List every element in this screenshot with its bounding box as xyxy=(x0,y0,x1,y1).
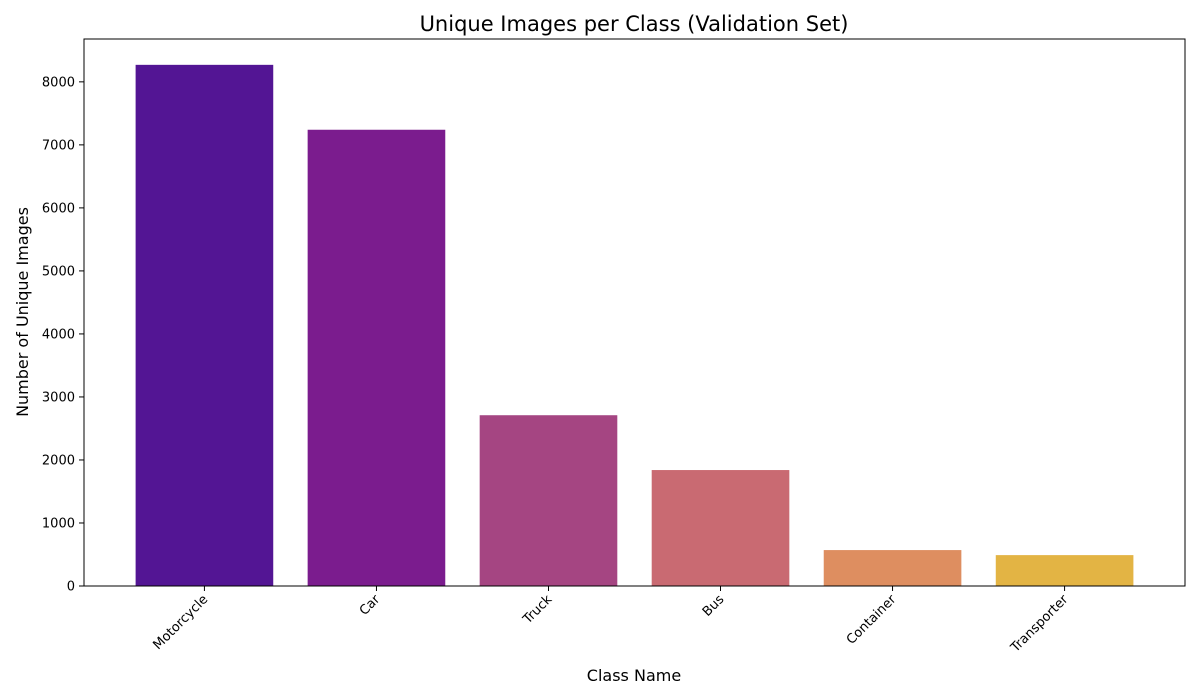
y-tick-label: 1000 xyxy=(42,516,75,531)
y-tick-label: 0 xyxy=(67,580,75,595)
x-axis: Motorcycle Car Truck Bus Container Transporte… xyxy=(151,586,1072,656)
y-tick-label: 6000 xyxy=(42,201,75,216)
x-tick-label: Truck xyxy=(520,592,556,628)
x-tick-label: Bus xyxy=(700,592,728,620)
y-tick-label: 3000 xyxy=(42,390,75,405)
y-tick-label: 5000 xyxy=(42,264,75,279)
chart-title: Unique Images per Class (Validation Set) xyxy=(420,12,849,36)
y-tick-label: 2000 xyxy=(42,453,75,468)
y-tick-label: 4000 xyxy=(42,327,75,342)
bar-truck xyxy=(479,415,618,586)
bar-bus xyxy=(651,470,790,586)
y-axis-title: Number of Unique Images xyxy=(13,207,32,417)
bar-transporter xyxy=(995,555,1134,586)
y-tick-label: 7000 xyxy=(42,138,75,153)
y-tick-label: 8000 xyxy=(42,75,75,90)
x-tick-label: Container xyxy=(844,592,900,648)
x-tick-label: Car xyxy=(357,592,384,619)
bar-car xyxy=(307,129,446,586)
plot-frame xyxy=(83,38,1186,587)
x-tick-label: Transporter xyxy=(1008,592,1072,656)
bar-container xyxy=(823,550,962,586)
bar-motorcycle xyxy=(135,64,274,587)
x-tick-label: Motorcycle xyxy=(151,592,212,653)
bars-group xyxy=(135,64,1134,587)
x-axis-title: Class Name xyxy=(587,666,681,685)
y-axis: 0 1000 2000 3000 4000 5000 6000 7000 8000 xyxy=(42,75,84,595)
